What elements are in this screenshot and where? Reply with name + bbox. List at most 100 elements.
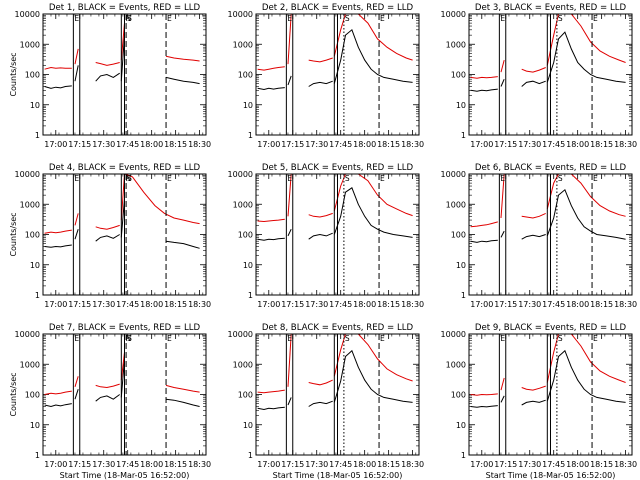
x-axis-label: Start Time (18-Mar-05 16:52:00) (273, 471, 403, 480)
series-line-lld (120, 174, 200, 225)
panel-det-4: Det 4, BLACK = Events, RED = LLD 1 10 100 10… (9, 163, 211, 309)
x-tick-label: 17:15 (281, 300, 304, 309)
y-tick-label: 100 (451, 71, 466, 80)
x-tick-label: 18:30 (188, 300, 211, 309)
series-line-lld (287, 14, 292, 65)
x-tick-label: 18:15 (377, 140, 400, 149)
y-tick-label: 100 (238, 231, 253, 240)
y-tick-label: 10 (30, 421, 40, 430)
x-tick-label: 17:00 (257, 300, 280, 309)
series-line-events (165, 398, 200, 407)
plot-frame (255, 13, 420, 136)
y-tick-label: 1000 (446, 360, 466, 369)
panel-title: Det 3, BLACK = Events, RED = LLD (475, 3, 627, 13)
series-line-events (500, 78, 505, 87)
y-tick-label: 10 (243, 421, 253, 430)
series-line-lld (74, 213, 79, 226)
panel-title: Det 5, BLACK = Events, RED = LLD (262, 163, 414, 173)
y-tick-label: 1000 (446, 40, 466, 49)
x-tick-label: 17:15 (68, 300, 91, 309)
series-line-lld (308, 212, 333, 218)
x-tick-label: 18:30 (401, 300, 424, 309)
series-line-lld (333, 334, 413, 382)
time-marker-label: E (380, 334, 385, 343)
x-tick-label: 17:45 (542, 140, 565, 149)
y-tick-label: 1000 (233, 200, 253, 209)
time-marker-label: E (380, 14, 385, 23)
series-line-lld (165, 55, 200, 62)
time-marker-label: S (127, 14, 132, 23)
x-tick-label: 17:15 (281, 460, 304, 469)
panel-det-8: Det 8, BLACK = Events, RED = LLD 1 10 100 10… (228, 323, 425, 480)
series-line-events (308, 232, 333, 240)
plot-frame (468, 333, 633, 456)
x-tick-label: 17:30 (305, 140, 328, 149)
panel-det-2: Det 2, BLACK = Events, RED = LLD 1 10 100 10… (228, 3, 425, 149)
series-line-lld (120, 23, 125, 61)
x-tick-label: 17:00 (470, 460, 493, 469)
x-tick-label: 18:00 (566, 140, 589, 149)
series-line-lld (333, 14, 413, 61)
time-marker-label: E (500, 174, 505, 183)
series-line-events (165, 76, 200, 85)
x-tick-label: 17:15 (68, 140, 91, 149)
series-line-lld (500, 174, 505, 219)
y-tick-label: 10000 (15, 10, 40, 19)
series-line-events (521, 399, 546, 406)
series-line-lld (546, 14, 626, 66)
series-line-events (287, 397, 292, 406)
series-line-events (257, 87, 285, 91)
time-marker-label: E (167, 14, 172, 23)
series-line-events (95, 72, 120, 82)
time-marker-label: E (593, 174, 598, 183)
x-tick-label: 17:30 (305, 300, 328, 309)
x-tick-label: 18:00 (566, 300, 589, 309)
x-tick-label: 18:30 (401, 140, 424, 149)
series-line-events (308, 80, 333, 87)
time-marker-label: E (287, 174, 292, 183)
series-line-events (333, 28, 413, 84)
series-line-events (287, 228, 292, 237)
series-line-lld (500, 377, 505, 391)
y-tick-label: 100 (25, 71, 40, 80)
x-tick-label: 18:30 (614, 140, 637, 149)
x-tick-label: 18:30 (614, 460, 637, 469)
series-line-lld (546, 334, 626, 383)
x-tick-label: 17:15 (494, 300, 517, 309)
plot-frame (468, 173, 633, 296)
y-tick-label: 1 (248, 131, 253, 140)
series-line-events (257, 237, 285, 241)
x-tick-label: 17:45 (116, 140, 139, 149)
x-tick-label: 17:30 (92, 140, 115, 149)
y-tick-label: 100 (25, 391, 40, 400)
x-tick-label: 17:45 (116, 300, 139, 309)
x-tick-label: 17:45 (542, 460, 565, 469)
y-tick-label: 1000 (233, 360, 253, 369)
y-tick-label: 1 (35, 291, 40, 300)
y-tick-label: 1 (248, 291, 253, 300)
y-tick-label: 1 (35, 131, 40, 140)
x-tick-label: 18:30 (401, 460, 424, 469)
x-tick-label: 18:00 (353, 460, 376, 469)
plot-frame (255, 333, 420, 456)
x-tick-label: 17:00 (470, 140, 493, 149)
series-line-lld (95, 383, 120, 389)
y-tick-label: 100 (25, 231, 40, 240)
y-axis-label: Counts/sec (9, 212, 18, 256)
panel-title: Det 6, BLACK = Events, RED = LLD (475, 163, 627, 173)
time-marker-label: E (287, 334, 292, 343)
x-tick-label: 18:15 (164, 140, 187, 149)
panel-det-3: Det 3, BLACK = Events, RED = LLD 1 10 100 10… (441, 3, 638, 149)
x-tick-label: 17:45 (329, 300, 352, 309)
y-tick-label: 10 (243, 261, 253, 270)
y-tick-label: 100 (238, 71, 253, 80)
series-line-lld (95, 224, 120, 230)
y-tick-label: 1 (248, 451, 253, 460)
panel-title: Det 2, BLACK = Events, RED = LLD (262, 3, 414, 13)
series-line-events (546, 188, 626, 240)
series-line-events (546, 349, 626, 403)
series-line-events (74, 65, 79, 82)
time-marker-label: E (74, 334, 79, 343)
plot-frame (255, 173, 420, 296)
